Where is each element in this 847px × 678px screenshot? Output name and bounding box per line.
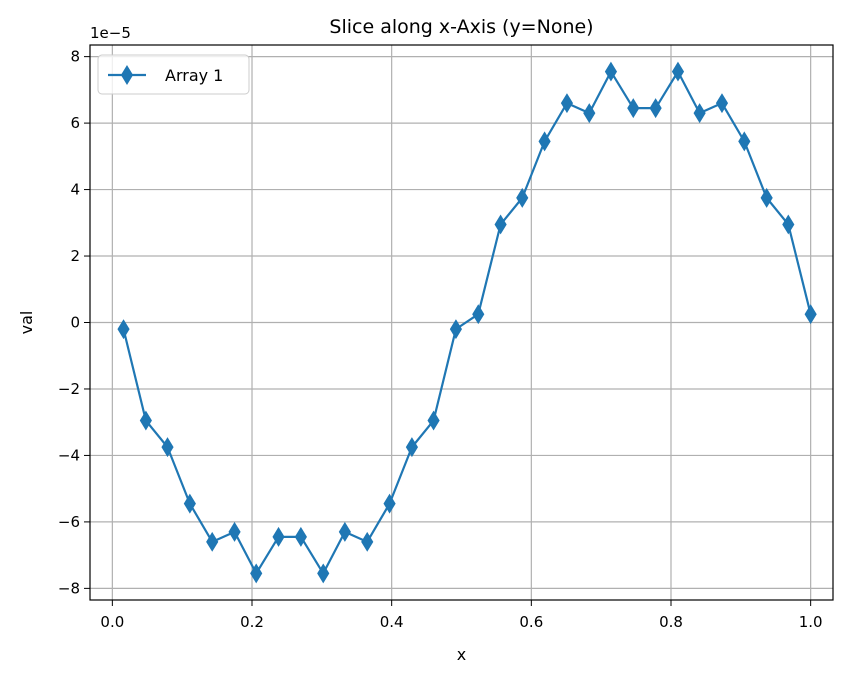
data-point (427, 410, 440, 431)
data-point (272, 526, 285, 547)
data-point (405, 437, 419, 458)
data-point (760, 187, 773, 208)
legend-label: Array 1 (165, 66, 223, 85)
y-tick-label: 4 (70, 181, 80, 199)
data-point (494, 214, 507, 235)
data-point (472, 304, 485, 325)
data-point (538, 131, 551, 152)
data-point (317, 563, 330, 584)
x-axis-label: x (457, 645, 466, 664)
data-point (671, 61, 685, 82)
series-layer (117, 61, 817, 584)
data-point (139, 410, 152, 431)
data-point (206, 531, 219, 552)
data-point (560, 93, 574, 114)
data-point (649, 98, 662, 119)
x-tick-label: 0.6 (519, 613, 543, 631)
data-point (715, 93, 729, 114)
data-point (782, 214, 795, 235)
legend-box (97, 54, 250, 95)
grid (90, 45, 833, 600)
data-point (516, 187, 529, 208)
y-tick-label: 6 (70, 114, 80, 132)
data-point (449, 319, 462, 340)
data-point (627, 98, 640, 119)
data-point (804, 304, 817, 325)
data-point (738, 131, 751, 152)
legend: Array 1 (97, 54, 250, 95)
data-point (183, 493, 196, 514)
x-tick-label: 0.4 (380, 613, 404, 631)
data-point (361, 531, 374, 552)
data-point (250, 563, 263, 584)
data-point (604, 61, 618, 82)
y-tick-label: −2 (58, 380, 80, 398)
series-line (122, 70, 812, 575)
x-tick-label: 0.2 (240, 613, 264, 631)
chart-title: Slice along x-Axis (y=None) (329, 16, 593, 38)
x-tick-label: 1.0 (799, 613, 823, 631)
data-point (117, 319, 130, 340)
data-point (583, 103, 596, 124)
data-point (383, 493, 396, 514)
y-tick-label: −6 (58, 513, 80, 531)
data-point (693, 103, 706, 124)
y-tick-label: 2 (70, 247, 80, 265)
y-tick-label: −4 (58, 446, 80, 464)
y-axis-label: val (17, 311, 36, 335)
x-tick-label: 0.0 (100, 613, 124, 631)
data-point (338, 521, 351, 542)
data-point (228, 521, 241, 542)
legend-marker (120, 65, 134, 85)
data-point (161, 437, 174, 458)
y-offset-label: 1e−5 (90, 24, 131, 42)
y-tick-label: −8 (58, 579, 80, 597)
data-point (294, 526, 307, 547)
x-tick-label: 0.8 (659, 613, 683, 631)
y-tick-label: 0 (70, 314, 80, 332)
ticks: 0.0 0.2 0.4 0.6 0.8 1.0 −8 −6 −4 −2 0 2 4 6 8 (58, 48, 823, 631)
y-tick-label: 8 (70, 48, 80, 66)
